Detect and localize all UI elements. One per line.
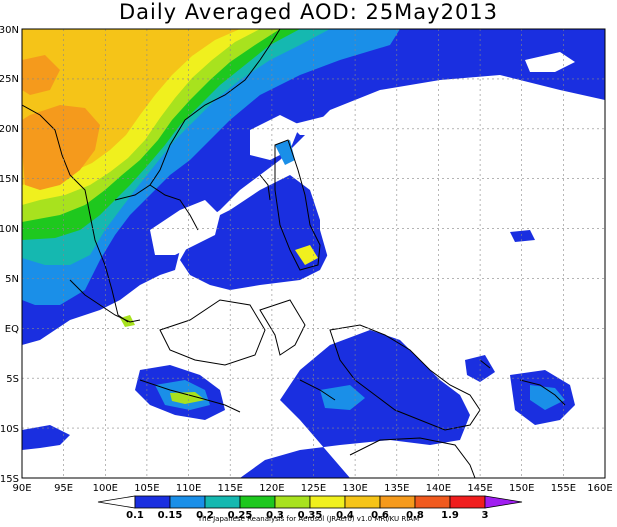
lon-label: 135E — [384, 483, 409, 494]
lon-label: 100E — [93, 483, 118, 494]
lat-label: 30N — [0, 25, 19, 36]
colorbar-label: 0.25 — [228, 510, 253, 521]
colorbar-cell-0 — [97, 495, 136, 509]
colorbar-cell-2 — [169, 495, 206, 509]
colorbar-cell-5 — [274, 495, 311, 509]
colorbar: 0.1 0.15 0.2 0.25 0.3 0.35 0.4 0.6 0.8 1… — [97, 495, 523, 521]
longitude-labels: 90E 95E 100E 105E 110E 115E 120E 125E 13… — [12, 483, 612, 494]
lat-label: 5N — [5, 274, 19, 285]
colorbar-cell-1 — [134, 495, 171, 509]
aod-clear-area-5 — [320, 110, 605, 270]
aod-region-lime-java — [170, 392, 205, 404]
lat-label: 10N — [0, 224, 19, 235]
colorbar-cell-4 — [239, 495, 276, 509]
aod-region-yellow-mindanao — [295, 245, 318, 265]
aod-clear-area-1 — [150, 200, 220, 255]
aod-region-orange — [22, 105, 100, 190]
lon-label: 115E — [217, 483, 242, 494]
lat-label: EQ — [5, 324, 19, 335]
lon-label: 140E — [426, 483, 451, 494]
latitude-labels: 30N 25N 20N 15N 10N 5N EQ 5S 10S 15S — [0, 25, 19, 485]
colorbar-label: 0.6 — [371, 510, 389, 521]
lat-label: 15S — [0, 474, 19, 485]
aod-region-blue-scs — [180, 175, 330, 290]
lon-label: 160E — [587, 483, 612, 494]
aod-region-orange-2 — [22, 55, 60, 95]
lon-label: 90E — [12, 483, 31, 494]
colorbar-label: 0.15 — [158, 510, 183, 521]
colorbar-label: 0.3 — [266, 510, 284, 521]
lon-label: 155E — [551, 483, 576, 494]
plot-frame — [21, 28, 606, 479]
colorbar-label: 3 — [482, 510, 489, 521]
lat-label: 10S — [0, 424, 19, 435]
grid-lines — [22, 29, 605, 478]
colorbar-label: 0.8 — [406, 510, 424, 521]
lat-label: 25N — [0, 74, 19, 85]
lon-label: 145E — [467, 483, 492, 494]
aod-region-blue-east-2 — [465, 355, 495, 382]
lat-label: 15N — [0, 174, 19, 185]
aod-region-cyan-east — [530, 385, 565, 410]
map-title: Daily Averaged AOD: 25May2013 — [118, 0, 499, 24]
colorbar-cell-9 — [414, 495, 451, 509]
colorbar-label: 0.4 — [336, 510, 354, 521]
colorbar-label: 0.1 — [126, 510, 144, 521]
colorbar-cell-6 — [309, 495, 346, 509]
aod-region-blue-southwest — [22, 425, 70, 450]
lon-label: 125E — [301, 483, 326, 494]
lon-label: 110E — [176, 483, 201, 494]
lat-label: 20N — [0, 124, 19, 135]
colorbar-cell-7 — [344, 495, 381, 509]
colorbar-cell-11 — [484, 495, 523, 509]
lon-label: 105E — [134, 483, 159, 494]
lat-label: 5S — [6, 374, 19, 385]
aod-region-blue-east-3 — [510, 230, 535, 242]
colorbar-cell-8 — [379, 495, 416, 509]
aod-region-cyan-newguinea — [320, 385, 365, 410]
lon-label: 130E — [342, 483, 367, 494]
credit-text: The Japanese Reanalysis for Aerosol (JRA… — [197, 515, 420, 523]
colorbar-label: 0.35 — [298, 510, 323, 521]
colorbar-cell-3 — [204, 495, 241, 509]
lon-label: 150E — [509, 483, 534, 494]
colorbar-cell-10 — [449, 495, 486, 509]
coastlines — [22, 29, 566, 478]
lon-label: 95E — [54, 483, 73, 494]
colorbar-label: 0.2 — [196, 510, 214, 521]
aod-clear-area-4 — [525, 52, 575, 72]
colorbar-label: 1.9 — [441, 510, 459, 521]
lon-label: 120E — [259, 483, 284, 494]
